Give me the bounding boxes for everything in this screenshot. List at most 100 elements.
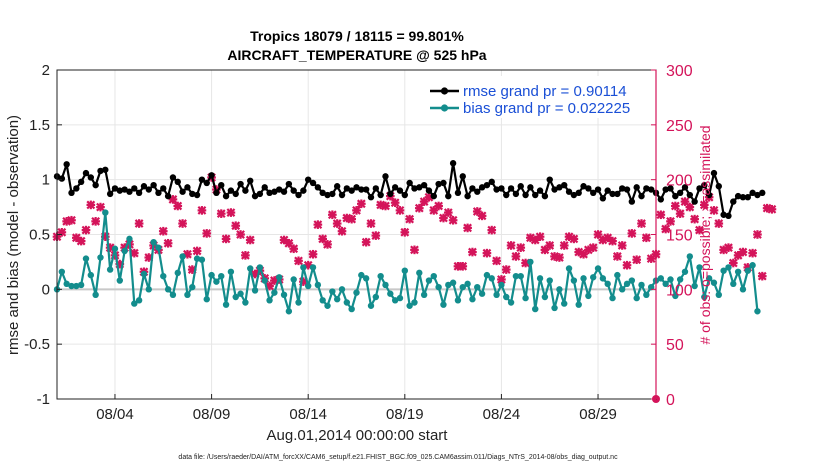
rmse-point: [435, 180, 442, 188]
y-left-tick-label: 1.5: [29, 117, 50, 134]
bias-point: [126, 235, 133, 243]
bias-point: [522, 294, 529, 302]
rmse-point: [623, 186, 631, 193]
rmse-point: [213, 189, 220, 197]
obs-count-point: [410, 245, 419, 255]
rmse-point: [739, 194, 747, 201]
rmse-point: [304, 176, 312, 183]
bias-point: [174, 269, 181, 277]
obs-count-point: [511, 252, 521, 261]
bias-point: [551, 304, 558, 312]
bias-point: [261, 277, 268, 284]
rmse-point: [609, 190, 616, 198]
obs-count-point: [439, 213, 448, 223]
rmse-point: [271, 188, 278, 195]
bias-point: [541, 293, 549, 301]
rmse-point: [532, 191, 539, 199]
obs-count-point: [632, 255, 642, 265]
bias-point: [517, 272, 524, 280]
bias-point: [618, 286, 626, 293]
bias-point: [160, 272, 167, 280]
bias-point: [348, 305, 355, 313]
obs-count-point: [356, 199, 366, 209]
obs-count-point: [400, 227, 410, 237]
rmse-point: [546, 176, 553, 183]
bias-point: [710, 279, 718, 286]
rmse-point: [160, 185, 167, 192]
bias-point: [474, 283, 481, 291]
obs-count-point: [158, 226, 168, 236]
rmse-point: [203, 179, 210, 187]
bias-point: [58, 268, 66, 275]
rmse-point: [449, 160, 457, 167]
rmse-point: [430, 192, 437, 200]
rmse-point: [333, 183, 341, 190]
rmse-point: [614, 190, 621, 198]
bias-point: [387, 290, 394, 297]
y-right-tick-label: 0: [666, 392, 675, 409]
x-axis-label: Aug.01,2014 00:00:00 start: [267, 427, 449, 444]
bias-point: [546, 277, 553, 284]
rmse-point: [604, 187, 611, 194]
bias-point: [739, 286, 747, 293]
bias-point: [734, 268, 742, 275]
obs-count-point: [612, 252, 622, 261]
rmse-point: [445, 192, 452, 200]
bias-point: [189, 283, 196, 291]
obs-count-point: [753, 230, 762, 239]
rmse-point: [353, 184, 360, 191]
obs-count-point: [332, 219, 342, 228]
obs-count-point: [588, 243, 598, 253]
rmse-point: [464, 192, 471, 200]
bias-point: [256, 264, 264, 271]
bias-point: [416, 269, 423, 277]
obs-count-point: [163, 238, 173, 248]
bias-point: [604, 280, 611, 288]
bias-point: [338, 286, 346, 293]
obs-count-point: [448, 215, 458, 225]
bias-point: [222, 301, 230, 308]
rmse-point: [309, 179, 317, 187]
obs-count-point: [477, 211, 487, 221]
obs-count-point: [506, 241, 516, 250]
obs-count-point: [236, 230, 245, 239]
bias-point: [155, 244, 162, 251]
obs-count-point: [767, 204, 777, 214]
bias-point: [647, 283, 655, 291]
bias-point: [575, 301, 582, 308]
bias-point: [300, 264, 307, 271]
bias-point: [266, 297, 273, 304]
rmse-point: [672, 192, 679, 200]
obs-count-point: [685, 202, 695, 212]
bias-point: [198, 256, 206, 263]
obs-count-point: [443, 208, 453, 217]
bias-point: [493, 291, 500, 299]
obs-count-point: [197, 205, 207, 215]
rmse-point: [440, 179, 447, 187]
rmse-point: [599, 195, 607, 202]
bias-point: [696, 264, 703, 271]
rmse-point: [401, 191, 409, 199]
rmse-point: [73, 185, 80, 192]
bias-point: [705, 275, 713, 282]
bias-point: [242, 299, 249, 306]
bias-point: [730, 280, 737, 288]
rmse-point: [498, 185, 505, 192]
bias-point: [92, 291, 99, 299]
rmse-point: [82, 169, 90, 177]
bias-point: [657, 275, 665, 282]
chart-title-line1: Tropics 18079 / 18115 = 99.801%: [250, 28, 464, 44]
bias-point: [290, 276, 297, 283]
rmse-point: [667, 185, 674, 192]
rmse-point: [744, 194, 751, 201]
rmse-point: [222, 192, 230, 200]
bias-point: [570, 277, 578, 284]
bias-point: [449, 279, 457, 286]
obs-count-point: [545, 241, 555, 250]
rmse-point: [503, 191, 510, 199]
bias-point: [435, 283, 442, 291]
bias-point: [135, 297, 143, 304]
y-right-tick-label: 150: [666, 228, 693, 245]
bias-point: [102, 209, 109, 216]
bias-point: [445, 281, 452, 289]
